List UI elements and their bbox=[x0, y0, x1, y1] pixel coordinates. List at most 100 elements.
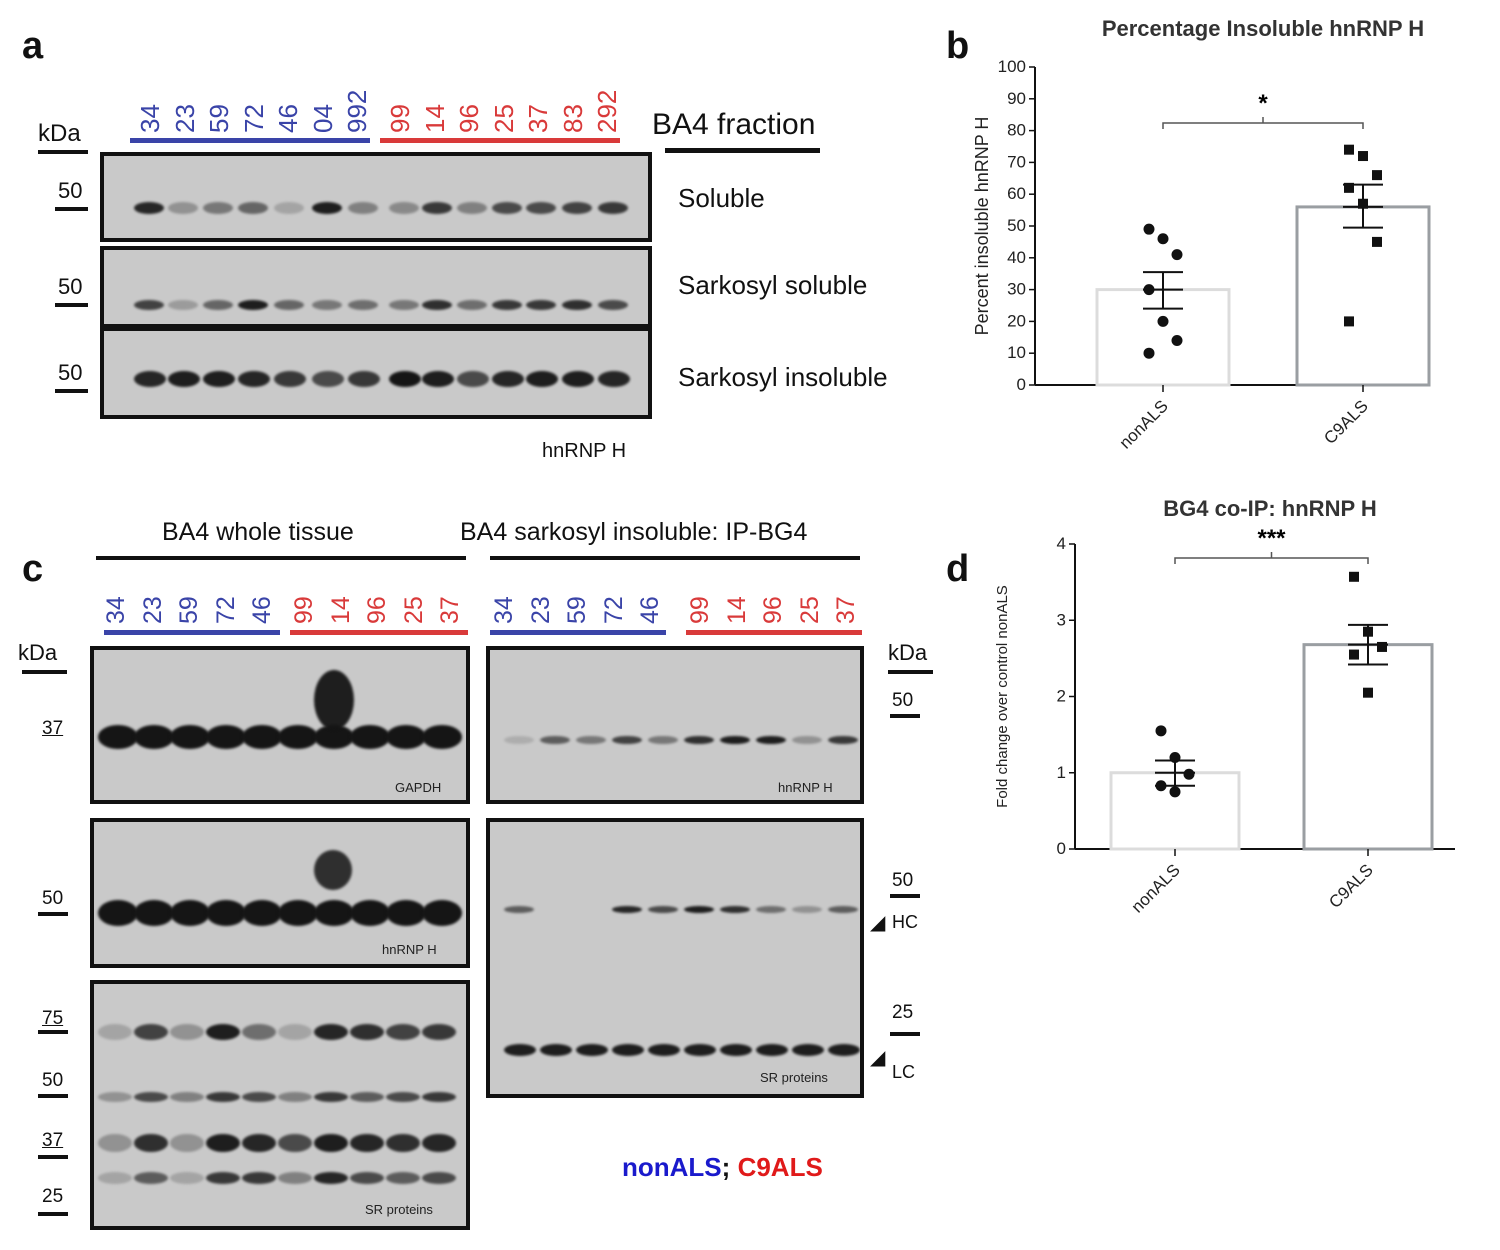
blot-band bbox=[134, 300, 164, 310]
blot-band bbox=[348, 202, 378, 214]
blot-band bbox=[792, 736, 822, 744]
significance-bracket bbox=[1162, 117, 1364, 129]
data-point bbox=[1372, 170, 1382, 181]
mw-tick bbox=[38, 1212, 68, 1216]
lc-label: LC bbox=[892, 1062, 916, 1082]
blot-band bbox=[242, 1172, 276, 1184]
y-tick-label: 30 bbox=[1007, 280, 1026, 299]
nonals-group-bar bbox=[130, 138, 370, 143]
lane-label: 292 bbox=[592, 89, 622, 133]
data-point bbox=[1344, 316, 1354, 327]
c9als-group-bar bbox=[380, 138, 620, 143]
data-point bbox=[1377, 641, 1387, 652]
panel-label-a: a bbox=[22, 25, 44, 67]
blot-band bbox=[206, 725, 246, 749]
blot-band bbox=[422, 900, 462, 926]
blot-band bbox=[314, 1134, 348, 1152]
mw-tick bbox=[55, 207, 88, 211]
blot-band bbox=[170, 1092, 204, 1102]
data-point bbox=[1143, 223, 1155, 235]
data-point bbox=[1344, 144, 1354, 155]
blot-band bbox=[648, 1044, 680, 1056]
blot-band bbox=[134, 202, 164, 214]
sarkosyl-insoluble-blot bbox=[100, 327, 652, 419]
right-title-underline bbox=[490, 556, 860, 560]
lane-label: 96 bbox=[759, 596, 787, 624]
y-tick-label: 100 bbox=[998, 57, 1026, 76]
row-label-sarkosyl-insoluble: Sarkosyl insoluble bbox=[678, 362, 888, 392]
lane-label: 23 bbox=[526, 596, 555, 624]
lane-label: 72 bbox=[599, 596, 628, 624]
blot-band bbox=[504, 736, 534, 744]
chart-d: BG4 co-IP: hnRNP H 0 1 2 3 4 Fold change over … bbox=[994, 496, 1455, 917]
blot-band bbox=[168, 202, 198, 214]
blot-band bbox=[756, 1044, 788, 1056]
data-point bbox=[1157, 315, 1169, 327]
c9als-group-bar-right bbox=[686, 630, 862, 635]
blot-band bbox=[350, 1134, 384, 1152]
data-point bbox=[1169, 786, 1181, 798]
lane-label: 99 bbox=[290, 596, 318, 624]
blot-band bbox=[350, 1092, 384, 1102]
soluble-blot bbox=[100, 152, 652, 242]
lane-label: 37 bbox=[832, 596, 860, 624]
chart-b: Percentage Insoluble hnRNP H 0 10 20 30 40 50 6… bbox=[972, 16, 1431, 453]
y-tick-label: 1 bbox=[1057, 763, 1066, 782]
lane-label: 99 bbox=[385, 104, 415, 133]
blot-band bbox=[684, 1044, 716, 1056]
sr-proteins-whole-blot bbox=[90, 980, 470, 1230]
fraction-title: BA4 fraction bbox=[652, 108, 816, 141]
blot-band bbox=[422, 371, 454, 387]
blot-band bbox=[684, 906, 714, 913]
blot-band bbox=[278, 1092, 312, 1102]
blot-band bbox=[278, 725, 318, 749]
x-tick-label: C9ALS bbox=[1320, 396, 1372, 448]
y-axis-label: Fold change over control nonALS bbox=[994, 585, 1011, 808]
blot-band bbox=[238, 300, 268, 310]
bar bbox=[1295, 205, 1431, 387]
blot-band bbox=[134, 900, 174, 926]
blot-band bbox=[203, 300, 233, 310]
blot-band bbox=[278, 1134, 312, 1152]
significance-bracket bbox=[1174, 552, 1369, 564]
hc-arrow-icon: ◢ bbox=[870, 912, 886, 934]
left-title-underline bbox=[96, 556, 466, 560]
blot-band bbox=[134, 725, 174, 749]
blot-band bbox=[242, 900, 282, 926]
mw-50-sarkosyl-insoluble: 50 bbox=[58, 360, 83, 385]
blot-band bbox=[278, 1024, 312, 1040]
lane-label: 59 bbox=[175, 596, 203, 624]
blot-band bbox=[598, 202, 628, 214]
y-tick-label: 20 bbox=[1007, 311, 1026, 330]
blot-band bbox=[386, 1024, 420, 1040]
blot-band bbox=[598, 371, 630, 387]
hc-label: HC bbox=[892, 912, 918, 932]
blot-band bbox=[648, 736, 678, 744]
blot-band bbox=[562, 371, 594, 387]
y-tick-label: 0 bbox=[1017, 375, 1026, 394]
blot-band bbox=[350, 900, 390, 926]
gapdh-blot bbox=[90, 646, 470, 804]
lane-label: 59 bbox=[563, 596, 591, 624]
lane-label: 96 bbox=[363, 596, 391, 624]
mw-50-hnrnp-right: 50 bbox=[892, 690, 914, 711]
legend-nonals: nonALS bbox=[622, 1152, 722, 1182]
y-tick-label: 2 bbox=[1057, 687, 1066, 706]
lane-label: 992 bbox=[342, 89, 372, 133]
data-point bbox=[1143, 347, 1155, 359]
data-point bbox=[1363, 687, 1373, 698]
blot-band bbox=[170, 1172, 204, 1184]
blot-band bbox=[540, 1044, 572, 1056]
data-point bbox=[1363, 626, 1373, 637]
blot-band bbox=[348, 371, 380, 387]
blot-band bbox=[492, 202, 522, 214]
blot-band bbox=[242, 725, 282, 749]
mw-50-sarkosyl-soluble: 50 bbox=[58, 274, 83, 299]
chart-title: Percentage Insoluble hnRNP H bbox=[1102, 16, 1424, 41]
blot-band bbox=[598, 300, 628, 310]
data-point bbox=[1183, 768, 1195, 780]
blot-band bbox=[170, 1134, 204, 1152]
data-point bbox=[1155, 780, 1167, 792]
blot-band bbox=[612, 736, 642, 744]
lane-label: 25 bbox=[399, 596, 428, 624]
